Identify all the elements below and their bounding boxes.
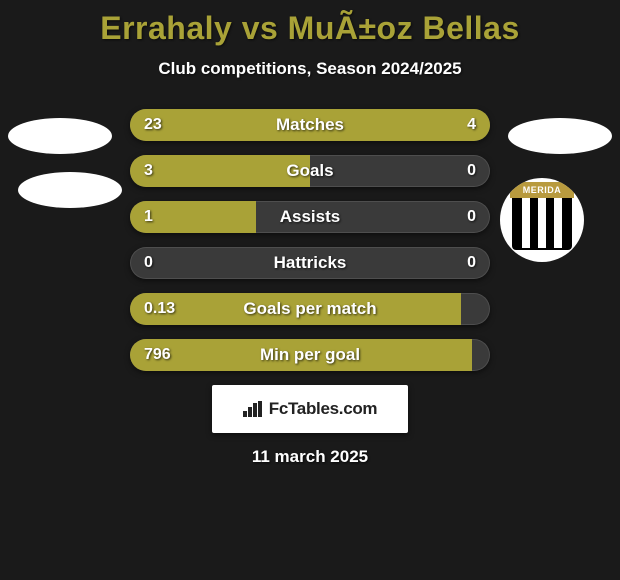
stat-row: 0.13Goals per match	[130, 293, 490, 325]
stat-bars: 234Matches 30Goals 10Assists 00Hattricks 0.1…	[130, 109, 490, 371]
date-label: 11 march 2025	[0, 447, 620, 467]
stat-label: Goals	[130, 155, 490, 187]
stat-row: 234Matches	[130, 109, 490, 141]
stat-row: 10Assists	[130, 201, 490, 233]
stat-label: Assists	[130, 201, 490, 233]
page-subtitle: Club competitions, Season 2024/2025	[0, 59, 620, 79]
comparison-infographic: Errahaly vs MuÃ±oz Bellas Club competiti…	[0, 0, 620, 580]
stat-row: 796Min per goal	[130, 339, 490, 371]
stat-row: 30Goals	[130, 155, 490, 187]
stat-label: Min per goal	[130, 339, 490, 371]
brand-bars-icon	[243, 401, 263, 417]
player1-club-avatar	[18, 172, 122, 208]
player2-club-badge: MERIDA	[500, 178, 584, 262]
club-badge-label: MERIDA	[510, 182, 574, 198]
brand-badge: FcTables.com	[212, 385, 408, 433]
player1-avatar	[8, 118, 112, 154]
club-badge-stripes: MERIDA	[512, 190, 572, 250]
page-title: Errahaly vs MuÃ±oz Bellas	[0, 10, 620, 47]
stat-row: 00Hattricks	[130, 247, 490, 279]
stat-label: Hattricks	[130, 247, 490, 279]
player2-avatar	[508, 118, 612, 154]
brand-text: FcTables.com	[269, 399, 378, 419]
stat-label: Goals per match	[130, 293, 490, 325]
stat-label: Matches	[130, 109, 490, 141]
